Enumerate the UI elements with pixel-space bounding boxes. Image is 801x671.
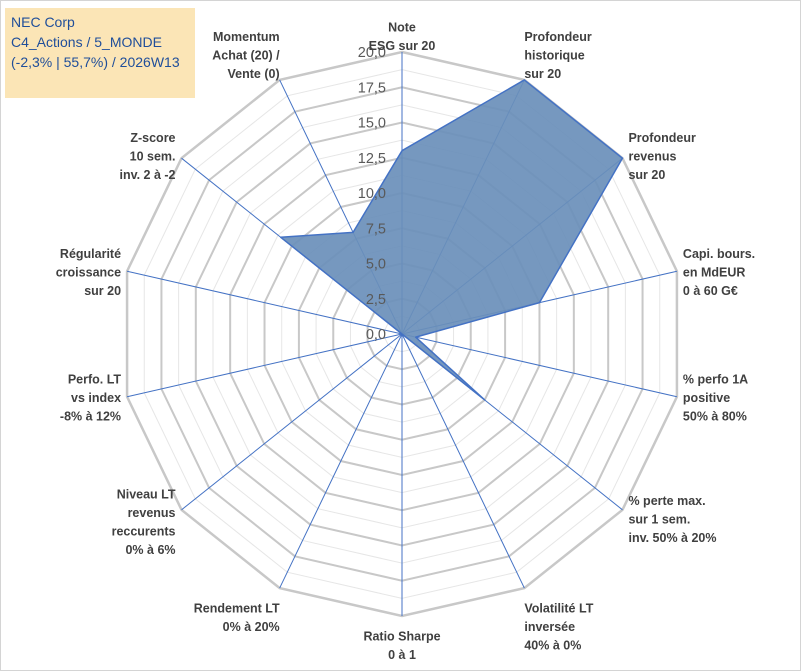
- radar-spoke: [401, 333, 678, 398]
- title-company: NEC Corp: [11, 14, 75, 30]
- radar-spoke: [126, 270, 403, 335]
- radar-series-area: [279, 79, 624, 401]
- axis-label: Note ESG sur 20: [369, 21, 436, 54]
- radar-spoke: [181, 333, 403, 511]
- radar-axis-labels: Note ESG sur 20 Profondeur historique sur 20…: [56, 21, 755, 663]
- tick-label: 7,5: [366, 221, 386, 237]
- axis-label: Ratio Sharpe 0 à 1: [363, 630, 440, 663]
- axis-label: Perfo. LT vs index -8% à 12%: [60, 373, 122, 424]
- axis-label: Volatilité LT inversée 40% à 0%: [524, 602, 593, 653]
- tick-label: 10,0: [358, 186, 386, 202]
- tick-label: 0,0: [366, 327, 386, 343]
- radar-spoke: [401, 333, 525, 589]
- radar-series: [279, 79, 624, 401]
- tick-label: 5,0: [366, 257, 386, 273]
- title-category: C4_Actions / 5_MONDE: [11, 34, 162, 50]
- axis-label: Profondeur revenus sur 20: [628, 131, 695, 182]
- axis-label: Profondeur historique sur 20: [524, 30, 591, 81]
- radar-tick-labels: 0,0 2,5 5,0 7,5 10,0 12,5 15,0 17,5 20,0: [358, 45, 386, 343]
- tick-label: 20,0: [358, 45, 386, 61]
- tick-label: 12,5: [358, 151, 386, 167]
- tick-label: 17,5: [358, 80, 386, 96]
- axis-label: Capi. bours. en MdEUR 0 à 60 G€: [683, 247, 755, 298]
- title-box: NEC Corp C4_Actions / 5_MONDE (-2,3% | 5…: [5, 8, 195, 98]
- axis-label: Z-score 10 sem. inv. 2 à -2: [119, 131, 175, 182]
- axis-label: % perfo 1A positive 50% à 80%: [683, 373, 748, 424]
- axis-label: Momentum Achat (20) / Vente (0): [212, 30, 280, 81]
- tick-label: 15,0: [358, 116, 386, 132]
- radar-spoke: [279, 333, 403, 589]
- radar-spoke: [126, 333, 403, 398]
- tick-label: 2,5: [366, 292, 386, 308]
- title-stats: (-2,3% | 55,7%) / 2026W13: [11, 54, 180, 70]
- axis-label: Rendement LT 0% à 20%: [194, 602, 280, 635]
- axis-label: % perte max. sur 1 sem. inv. 50% à 20%: [628, 494, 716, 545]
- axis-label: Régularité croissance sur 20: [56, 247, 121, 298]
- axis-label: Niveau LT revenus reccurents 0% à 6%: [112, 487, 176, 557]
